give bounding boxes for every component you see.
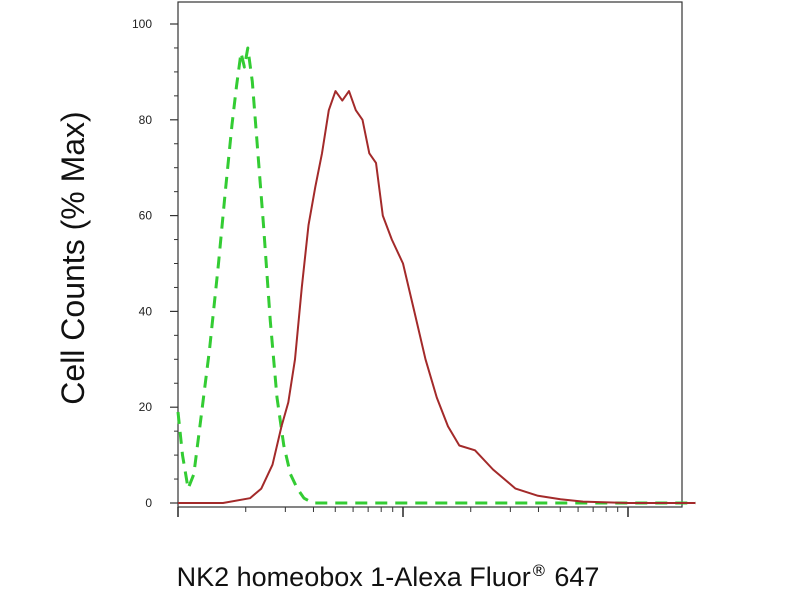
y-tick-label: 80 xyxy=(139,113,153,127)
x-axis-label-suffix: 647 xyxy=(547,562,600,592)
x-axis xyxy=(177,507,629,517)
y-tick-label: 20 xyxy=(139,400,153,414)
y-tick-label: 60 xyxy=(139,209,153,223)
series-layer xyxy=(176,46,696,505)
sample-series-line xyxy=(178,90,696,504)
x-axis-label-main: NK2 homeobox 1-Alexa Fluor xyxy=(177,562,531,592)
y-axis: 0 20 40 60 80 100 xyxy=(132,17,178,510)
x-axis-label: NK2 homeobox 1-Alexa Fluor® 647 xyxy=(177,561,600,592)
y-axis-label: Cell Counts (% Max) xyxy=(55,111,91,404)
registered-mark: ® xyxy=(531,561,547,580)
y-tick-label: 40 xyxy=(139,304,153,318)
plot-frame xyxy=(177,1,683,508)
y-tick-label: 0 xyxy=(145,496,152,510)
control-series-line xyxy=(176,46,696,505)
y-tick-label: 100 xyxy=(132,17,152,31)
